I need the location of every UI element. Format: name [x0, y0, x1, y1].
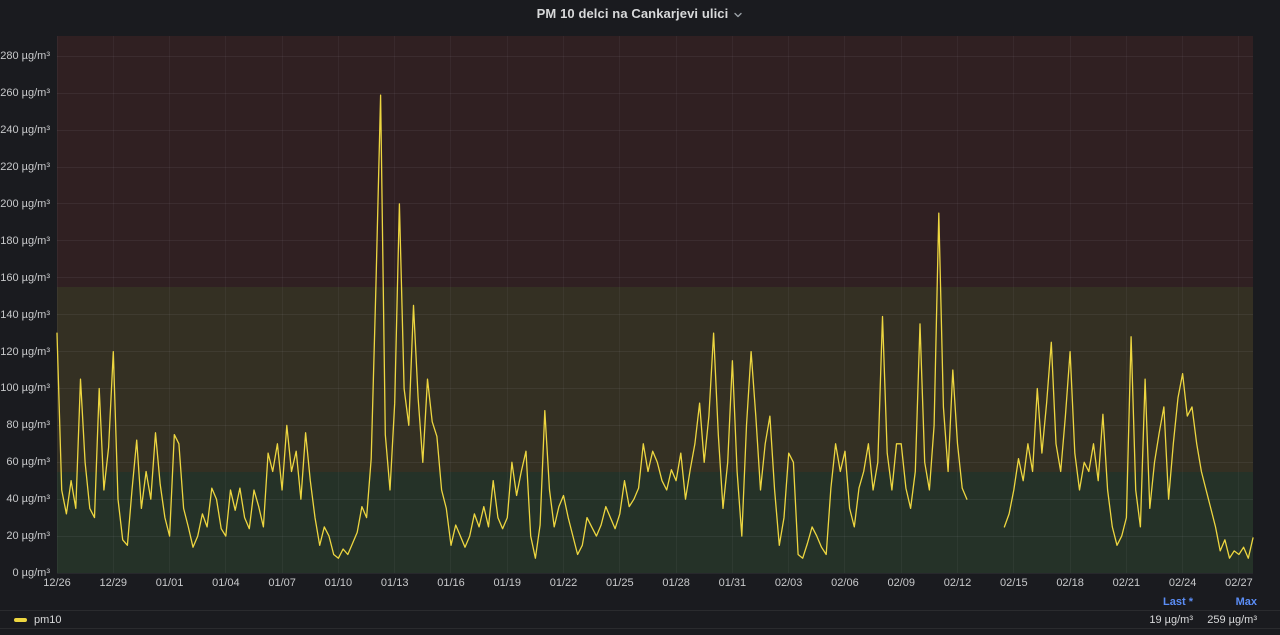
x-axis-label: 01/19 — [477, 578, 537, 589]
legend-header-max[interactable]: Max — [1193, 596, 1257, 608]
y-axis-label: 100 µg/m³ — [0, 383, 50, 394]
legend-series-row: pm10 19 µg/m³ 259 µg/m³ — [0, 611, 1280, 629]
x-axis-label: 02/24 — [1153, 578, 1213, 589]
x-axis-label: 02/21 — [1096, 578, 1156, 589]
chart-plot-area[interactable] — [57, 36, 1253, 573]
y-axis-label: 40 µg/m³ — [0, 494, 50, 505]
x-axis-label: 01/25 — [590, 578, 650, 589]
pm10-series-line — [57, 36, 1253, 573]
x-axis-label: 12/26 — [27, 578, 87, 589]
y-axis-label: 200 µg/m³ — [0, 199, 50, 210]
y-axis-label: 220 µg/m³ — [0, 162, 50, 173]
legend: Last * Max pm10 19 µg/m³ 259 µg/m³ — [0, 594, 1280, 629]
x-axis-label: 01/22 — [534, 578, 594, 589]
y-axis-label: 120 µg/m³ — [0, 347, 50, 358]
grafana-panel: PM 10 delci na Cankarjevi ulici 0 µg/m³2… — [0, 0, 1280, 635]
x-axis-label: 02/15 — [984, 578, 1044, 589]
y-axis-label: 60 µg/m³ — [0, 457, 50, 468]
x-axis-label: 02/03 — [759, 578, 819, 589]
y-axis-label: 260 µg/m³ — [0, 88, 50, 99]
y-axis-label: 80 µg/m³ — [0, 420, 50, 431]
x-axis-label: 02/12 — [928, 578, 988, 589]
x-axis-label: 01/13 — [365, 578, 425, 589]
y-axis-label: 20 µg/m³ — [0, 531, 50, 542]
series-color-swatch — [14, 618, 27, 622]
legend-series-name[interactable]: pm10 — [34, 614, 62, 626]
y-axis-label: 180 µg/m³ — [0, 236, 50, 247]
x-axis-label: 01/07 — [252, 578, 312, 589]
x-axis-label: 01/04 — [196, 578, 256, 589]
x-axis-label: 02/27 — [1209, 578, 1269, 589]
y-axis-label: 280 µg/m³ — [0, 51, 50, 62]
y-axis-label: 140 µg/m³ — [0, 310, 50, 321]
x-axis-label: 01/31 — [702, 578, 762, 589]
x-axis-label: 02/06 — [815, 578, 875, 589]
legend-header-row: Last * Max — [0, 594, 1280, 611]
legend-max-value: 259 µg/m³ — [1193, 614, 1257, 626]
x-axis-label: 02/18 — [1040, 578, 1100, 589]
x-axis-label: 01/28 — [646, 578, 706, 589]
x-axis-label: 02/09 — [871, 578, 931, 589]
legend-header-last[interactable]: Last * — [1098, 596, 1193, 608]
x-axis-label: 01/16 — [421, 578, 481, 589]
x-axis-label: 01/01 — [140, 578, 200, 589]
chevron-down-icon[interactable] — [733, 11, 743, 19]
panel-title[interactable]: PM 10 delci na Cankarjevi ulici — [537, 6, 729, 21]
x-axis-label: 12/29 — [83, 578, 143, 589]
y-axis-label: 240 µg/m³ — [0, 125, 50, 136]
x-axis-label: 01/10 — [308, 578, 368, 589]
y-axis-label: 160 µg/m³ — [0, 273, 50, 284]
panel-header: PM 10 delci na Cankarjevi ulici — [0, 0, 1280, 27]
legend-last-value: 19 µg/m³ — [1098, 614, 1193, 626]
